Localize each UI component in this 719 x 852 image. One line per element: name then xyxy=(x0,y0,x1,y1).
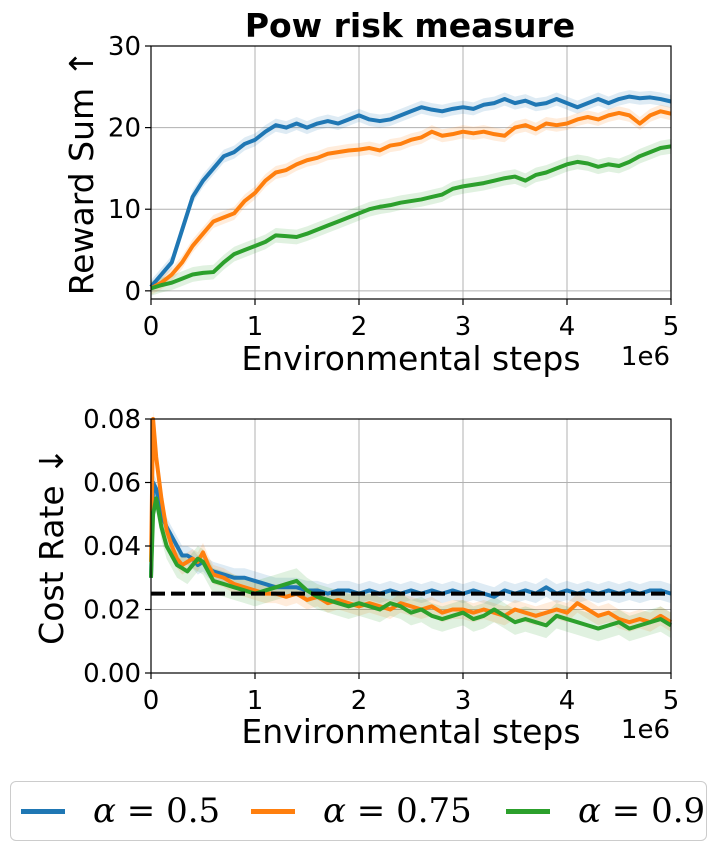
y-tick-label: 0.08 xyxy=(83,405,141,435)
reward-series-lines xyxy=(149,94,672,291)
x-tick-label: 2 xyxy=(351,686,368,716)
legend-item-alpha-0-5: α = 0.5 xyxy=(21,782,220,840)
reward-y-axis-label: Reward Sum ↑ xyxy=(62,50,101,296)
x-tick-label: 4 xyxy=(559,312,576,342)
y-tick-label: 0.02 xyxy=(83,596,141,626)
x-tick-label: 1 xyxy=(247,686,264,716)
y-tick-label: 0.04 xyxy=(83,532,141,562)
legend-swatch xyxy=(21,808,65,814)
reward-x-axis-label: Environmental steps xyxy=(241,339,580,378)
cost-y-axis-label: Cost Rate ↓ xyxy=(32,447,71,645)
legend-value: 0.75 xyxy=(396,791,472,831)
reward-confidence-bands xyxy=(151,90,671,296)
x-tick-label: 1 xyxy=(247,312,264,342)
legend-swatch xyxy=(506,808,550,814)
legend-symbol: α xyxy=(323,791,346,831)
y-tick-label: 20 xyxy=(108,114,141,144)
y-tick-label: 30 xyxy=(108,32,141,62)
reward-ticks: 0 1 2 3 4 5 0 10 20 30 xyxy=(108,32,679,342)
confidence-band-1 xyxy=(151,409,671,632)
series-line-2 xyxy=(149,496,673,631)
reward-sum-chart: 0 1 2 3 4 5 0 10 20 30 Environmental steps 1e6 Re… xyxy=(62,32,679,378)
figure-title: Pow risk measure xyxy=(245,6,575,45)
x-tick-label: 0 xyxy=(143,312,160,342)
legend-swatch xyxy=(251,808,295,814)
x-tick-label: 4 xyxy=(559,686,576,716)
reward-axes-frame xyxy=(150,45,672,300)
reward-x-multiplier: 1e6 xyxy=(621,342,670,372)
y-tick-label: 10 xyxy=(108,195,141,225)
legend-label: α = 0.5 xyxy=(93,791,221,831)
legend-symbol: α xyxy=(93,791,116,831)
cost-x-multiplier: 1e6 xyxy=(621,715,670,745)
x-tick-label: 3 xyxy=(455,686,472,716)
cost-rate-chart: 0 1 2 3 4 5 0.00 0.02 0.04 0.06 0.08 Environmental… xyxy=(32,405,679,751)
x-tick-label: 3 xyxy=(455,312,472,342)
legend-value: 0.9 xyxy=(651,791,706,831)
y-tick-label: 0.06 xyxy=(83,469,141,499)
confidence-band-2 xyxy=(151,485,671,642)
x-tick-label: 2 xyxy=(351,312,368,342)
legend-item-alpha-0-9: α = 0.9 xyxy=(506,782,705,840)
cost-x-axis-label: Environmental steps xyxy=(241,712,580,751)
confidence-band-2 xyxy=(151,139,671,296)
x-tick-label: 5 xyxy=(663,686,680,716)
legend-label: α = 0.75 xyxy=(323,791,472,831)
x-tick-label: 5 xyxy=(663,312,680,342)
legend-item-alpha-0-75: α = 0.75 xyxy=(251,782,472,840)
legend-symbol: α xyxy=(578,791,601,831)
y-tick-label: 0.00 xyxy=(83,659,141,689)
legend-label: α = 0.9 xyxy=(578,791,706,831)
legend-value: 0.5 xyxy=(166,791,221,831)
confidence-band-1 xyxy=(151,104,671,295)
x-tick-label: 0 xyxy=(143,686,160,716)
series-line-1 xyxy=(150,109,672,291)
legend: α = 0.5 α = 0.75 α = 0.9 xyxy=(10,781,707,841)
series-line-0 xyxy=(149,94,672,289)
y-tick-label: 0 xyxy=(124,277,141,307)
cost-ticks: 0 1 2 3 4 5 0.00 0.02 0.04 0.06 0.08 xyxy=(83,405,679,716)
series-line-2 xyxy=(150,144,672,291)
